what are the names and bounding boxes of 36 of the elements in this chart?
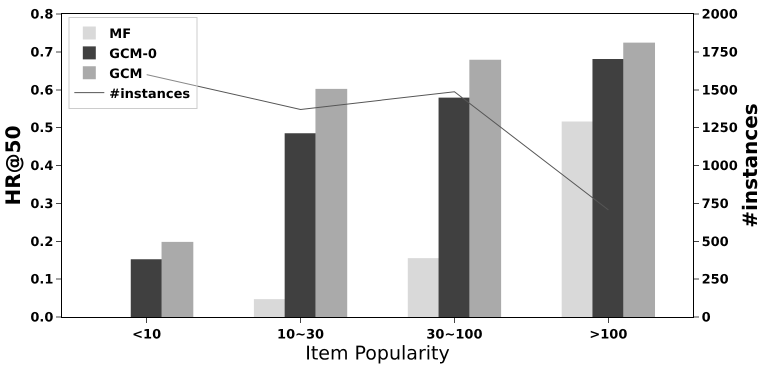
y2-tick-label: 1000 [702, 159, 738, 174]
legend-label: GCM-0 [109, 46, 157, 62]
y-tick-label: 0.8 [30, 8, 54, 23]
x-axis-title: Item Popularity [305, 342, 450, 365]
y2-tick-label: 1750 [702, 45, 738, 60]
bar [623, 42, 656, 317]
bar [254, 299, 286, 317]
y2-tick-label: 250 [702, 272, 729, 288]
legend-label: #instances [109, 86, 190, 102]
y2-tick-label: 2000 [702, 8, 738, 23]
y2-tick-label: 1250 [702, 121, 738, 136]
y-tick-label: 0.5 [30, 121, 54, 136]
y2-tick-label: 0 [702, 310, 711, 326]
bar [162, 242, 194, 317]
y-tick-label: 0.7 [30, 45, 54, 60]
x-tick-label: 30~100 [426, 328, 483, 343]
y-tick-label: 0.2 [30, 234, 54, 250]
y-tick-label: 0.0 [30, 310, 54, 326]
x-tick-label: <10 [132, 328, 162, 343]
y-tick-label: 0.1 [30, 272, 54, 288]
y-tick-label: 0.6 [30, 83, 54, 98]
bar [469, 60, 502, 317]
y-axis-title: HR@50 [0, 126, 25, 206]
legend-label: MF [109, 27, 132, 42]
y-tick-label: 0.4 [30, 159, 54, 174]
y2-tick-label: 500 [702, 234, 729, 250]
y2-tick-label: 1500 [702, 83, 738, 98]
x-tick-label: 10~30 [277, 328, 324, 343]
y-tick-label: 0.3 [30, 196, 54, 212]
x-tick-label: >100 [589, 328, 628, 343]
bar [562, 121, 594, 317]
bar [408, 258, 440, 317]
bar [315, 88, 348, 317]
y2-tick-label: 750 [702, 196, 729, 212]
y2-axis-title: #instances [738, 103, 762, 228]
legend-label: GCM [109, 66, 142, 82]
